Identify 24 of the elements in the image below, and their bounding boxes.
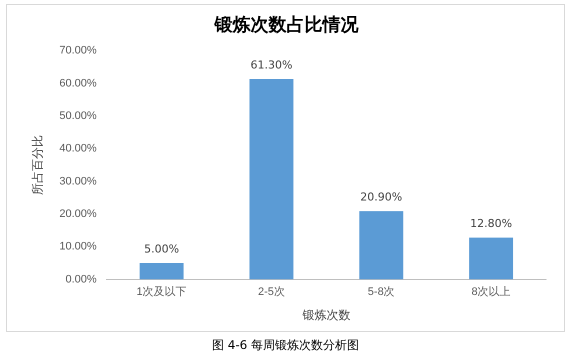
bar xyxy=(359,211,404,280)
chart-title: 锻炼次数占比情况 xyxy=(214,14,360,36)
x-axis-title: 锻炼次数 xyxy=(301,308,350,322)
y-tick-label: 30.00% xyxy=(59,175,97,188)
y-tick-label: 50.00% xyxy=(59,110,97,122)
bar xyxy=(469,238,514,280)
y-axis-title: 所占百分比 xyxy=(30,135,45,195)
y-tick-label: 10.00% xyxy=(59,240,97,253)
y-tick-label: 40.00% xyxy=(59,142,97,155)
y-tick-label: 70.00% xyxy=(59,44,97,57)
data-label: 12.80% xyxy=(470,216,512,230)
data-label: 20.90% xyxy=(360,190,402,204)
y-tick-label: 0.00% xyxy=(66,273,97,286)
bar xyxy=(140,263,184,280)
x-tick-label: 1次及以下 xyxy=(136,285,187,298)
x-tick-label: 8次以上 xyxy=(472,285,511,298)
y-tick-label: 60.00% xyxy=(59,77,97,90)
caption: 图 4-6 每周锻炼次数分析图 xyxy=(210,337,360,354)
y-tick-label: 20.00% xyxy=(59,208,97,220)
data-label: 61.30% xyxy=(250,58,292,72)
x-tick-label: 5-8次 xyxy=(368,286,395,298)
bar xyxy=(249,79,294,280)
x-tick-label: 2-5次 xyxy=(258,286,285,298)
data-label: 5.00% xyxy=(144,242,180,256)
